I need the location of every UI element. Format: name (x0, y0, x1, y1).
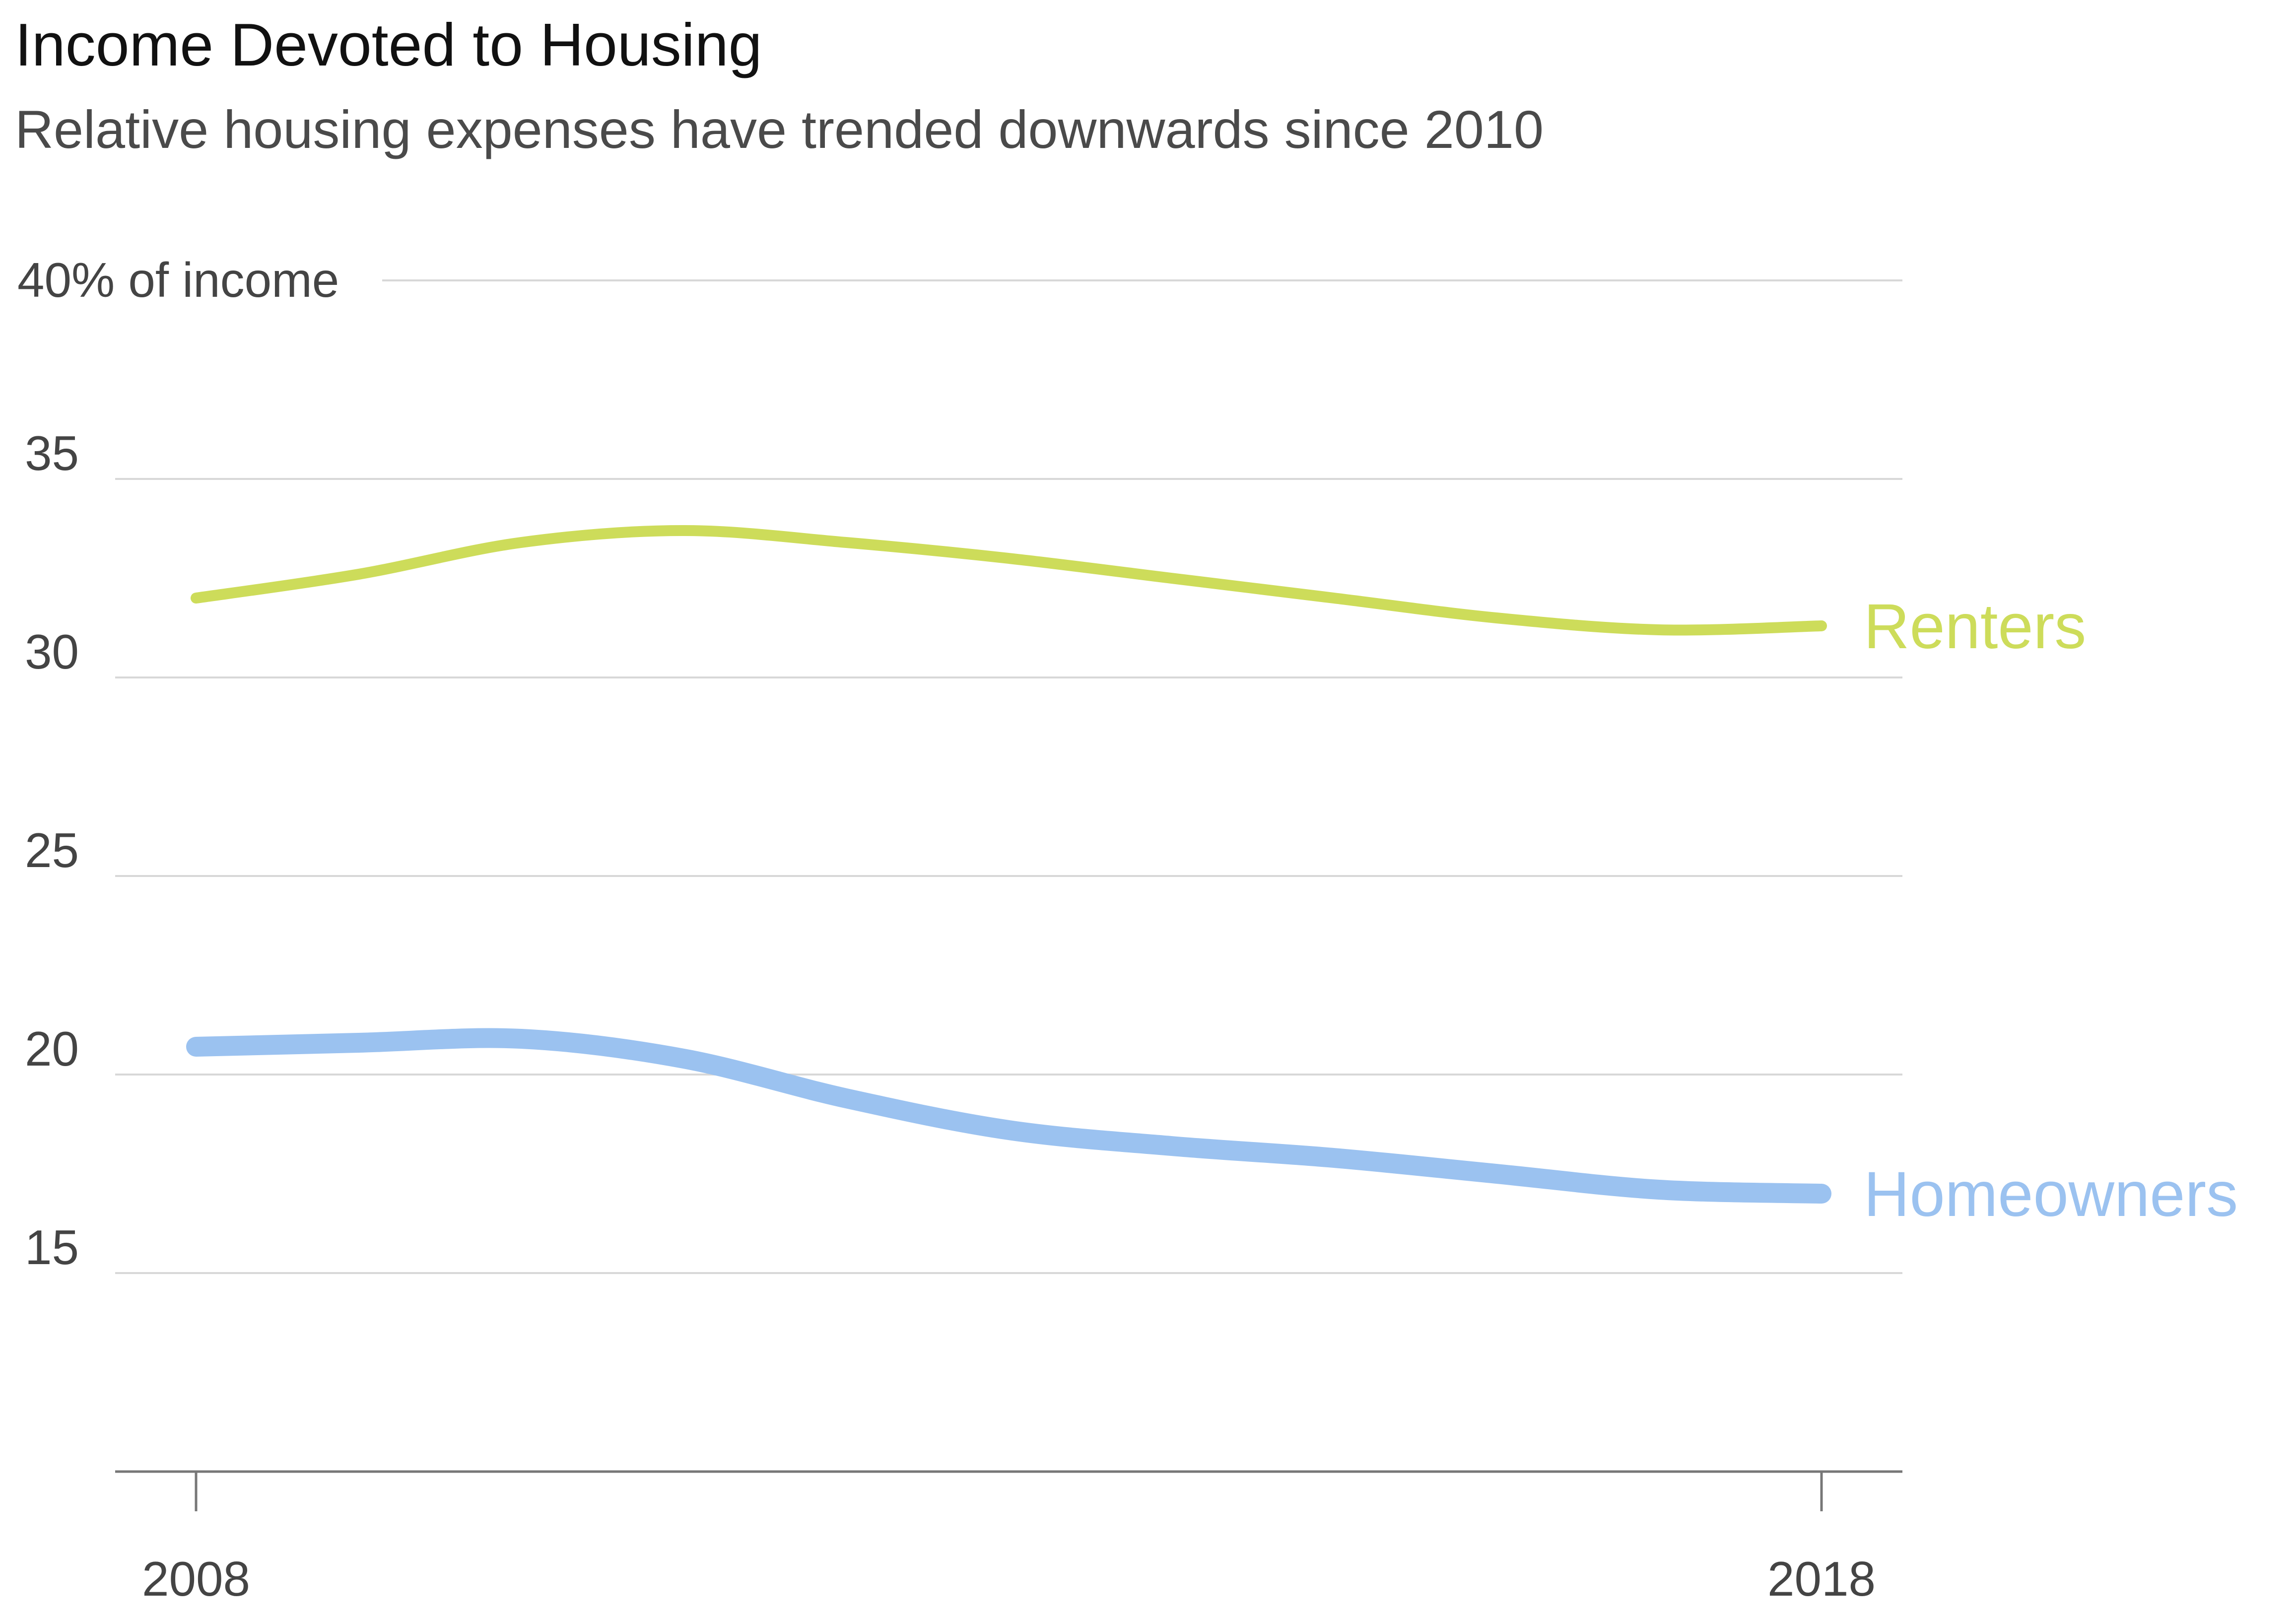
grid-lines (115, 279, 1902, 1274)
series-lines (186, 525, 1831, 1204)
y-tick-label: 20 (25, 1021, 79, 1076)
y-tick-label: 15 (25, 1220, 79, 1275)
x-tick-label: 2018 (1767, 1551, 1876, 1606)
x-tick-label: 2008 (142, 1551, 250, 1606)
series-label-renters: Renters (1864, 591, 2086, 662)
x-axis (115, 1470, 1902, 1511)
series-label-homeowners: Homeowners (1864, 1159, 2238, 1230)
series-line-renters (191, 525, 1827, 636)
labels: 15 20 25 30 35 40% of income 2008 2018 Renters Ho… (17, 253, 2238, 1606)
y-tick-label: 30 (25, 624, 79, 679)
y-top-label: 40% of income (17, 253, 339, 307)
chart-title: Income Devoted to Housing (15, 11, 762, 78)
y-tick-label: 35 (25, 426, 79, 480)
chart-subtitle: Relative housing expenses have trended d… (15, 99, 1544, 159)
y-tick-label: 25 (25, 823, 79, 877)
series-line-homeowners (186, 1028, 1831, 1204)
